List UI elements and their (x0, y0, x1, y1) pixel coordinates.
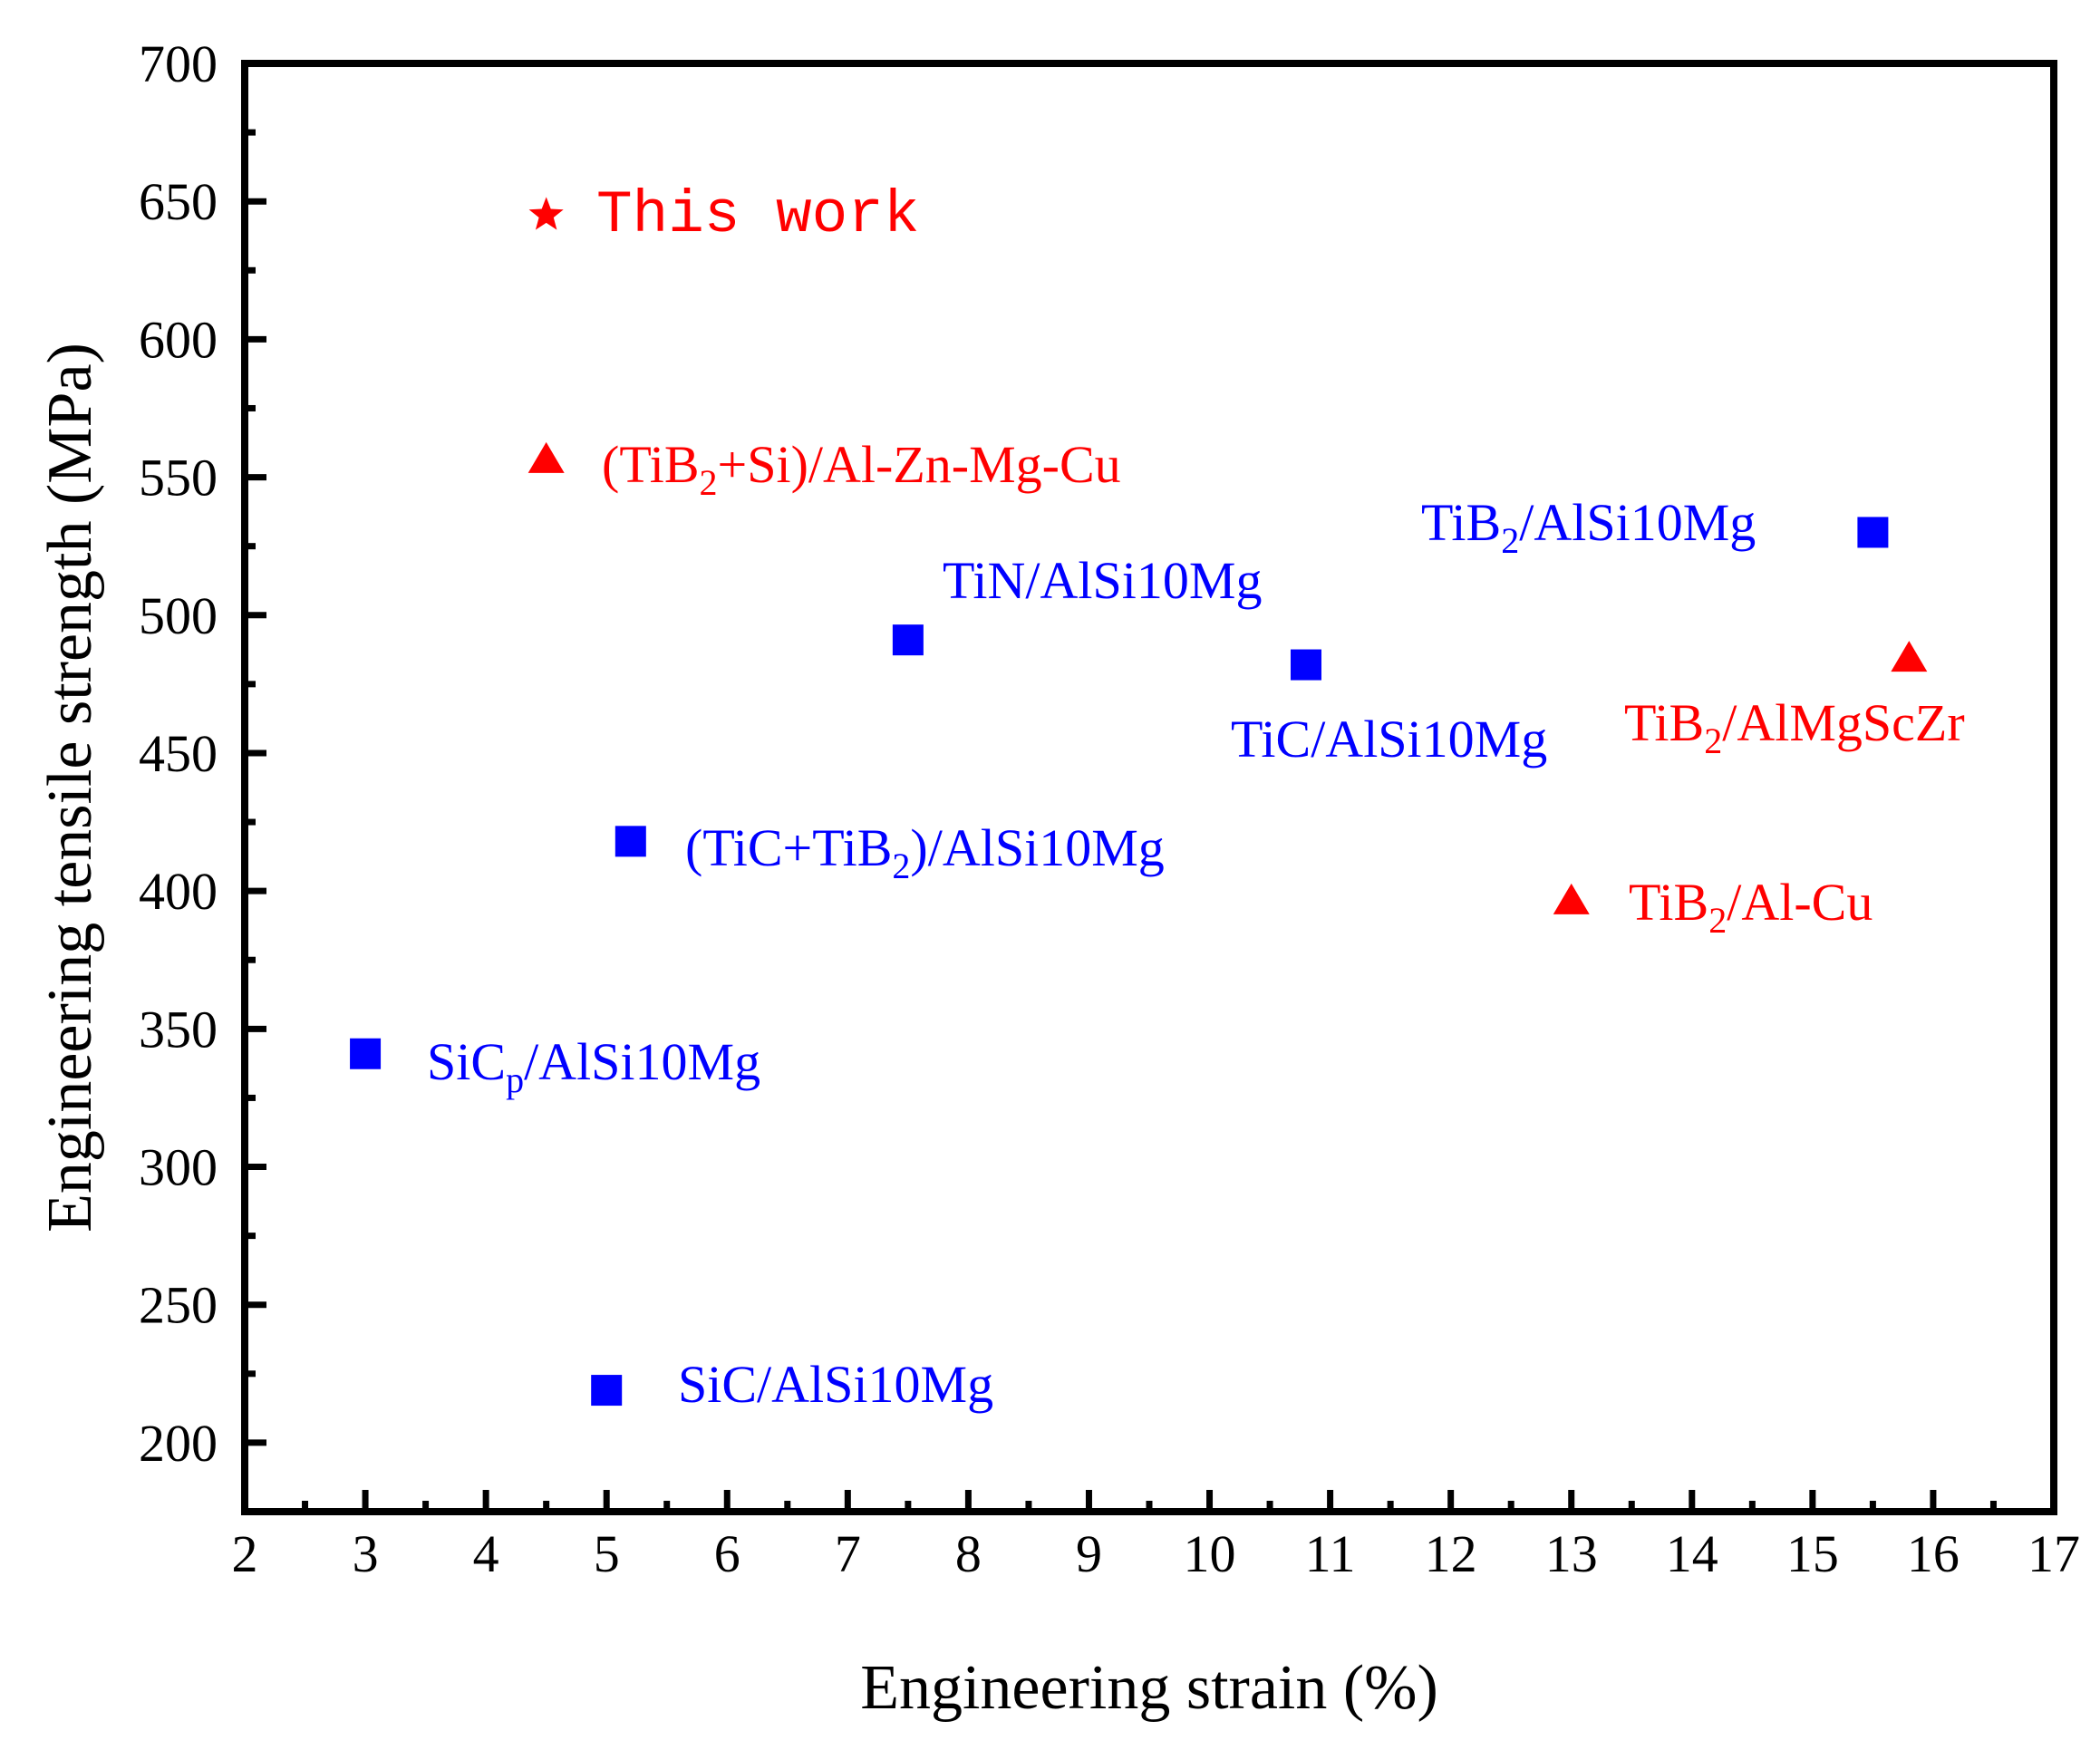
label-tic-alsi10mg: TiC/AlSi10Mg (1231, 710, 1547, 769)
points-layer (350, 197, 1928, 1407)
labels-layer: This work (TiB2+Si)/Al-Zn-Mg-Cu TiB2/AlS… (427, 181, 1965, 1414)
y-tick-label: 700 (139, 34, 218, 93)
y-axis-title: Engineering tensile strength (MPa) (35, 343, 105, 1233)
label-sicp-alsi10mg: SiCp/AlSi10Mg (427, 1032, 760, 1100)
label-sic-alsi10mg: SiC/AlSi10Mg (678, 1355, 993, 1414)
point-tib2-si-al-zn-mg-cu (527, 441, 565, 473)
point-tin-alsi10mg (892, 624, 924, 656)
label-tin-alsi10mg: TiN/AlSi10Mg (943, 551, 1262, 610)
y-tick-label: 200 (139, 1414, 218, 1473)
label-tic-tib2-alsi10mg: (TiC+TiB2)/AlSi10Mg (685, 818, 1165, 886)
y-tick-label: 600 (139, 310, 218, 369)
x-tick-label: 10 (1184, 1524, 1236, 1583)
x-tick-label: 4 (473, 1524, 499, 1583)
x-tick-label: 2 (232, 1524, 258, 1583)
plot-frame (241, 60, 2057, 1515)
point-tib2-al-cu (1553, 883, 1590, 914)
x-tick-label: 12 (1425, 1524, 1477, 1583)
x-tick-label: 16 (1907, 1524, 1960, 1583)
point-tic-tib2-alsi10mg (615, 826, 646, 857)
y-tick-label: 550 (139, 449, 218, 508)
y-tick-label: 250 (139, 1276, 218, 1335)
y-tick-label: 300 (139, 1138, 218, 1197)
x-tick-label: 6 (714, 1524, 740, 1583)
label-tib2-si-al-zn-mg-cu: (TiB2+Si)/Al-Zn-Mg-Cu (602, 435, 1121, 503)
x-tick-label: 8 (955, 1524, 982, 1583)
point-this-work (528, 197, 564, 230)
x-tick-label: 5 (594, 1524, 620, 1583)
point-tib2-alsi10mg (1857, 517, 1889, 548)
ticks-layer: 2 3 4 5 6 7 8 9 10 11 12 13 14 15 16 17 200 250 300 350 400 4… (139, 34, 2080, 1583)
y-tick-label: 650 (139, 172, 218, 231)
point-sic-alsi10mg (591, 1375, 623, 1407)
x-tick-label: 9 (1076, 1524, 1102, 1583)
y-tick-label: 500 (139, 586, 218, 645)
x-tick-label: 14 (1666, 1524, 1718, 1583)
x-tick-label: 15 (1786, 1524, 1839, 1583)
x-tick-label: 11 (1305, 1524, 1356, 1583)
y-tick-label: 400 (139, 862, 218, 921)
x-tick-label: 17 (2027, 1524, 2080, 1583)
label-this-work: This work (596, 181, 919, 249)
label-tib2-alsi10mg: TiB2/AlSi10Mg (1421, 493, 1756, 561)
label-tib2-almgsczr: TiB2/AlMgScZr (1624, 693, 1965, 761)
x-tick-label: 13 (1545, 1524, 1598, 1583)
x-tick-label: 7 (835, 1524, 861, 1583)
point-tib2-almgsczr (1891, 641, 1928, 672)
x-axis-title: Engineering strain (%) (860, 1653, 1438, 1723)
x-tick-label: 3 (353, 1524, 379, 1583)
y-tick-label: 450 (139, 724, 218, 783)
point-tic-alsi10mg (1290, 649, 1321, 681)
label-tib2-al-cu: TiB2/Al-Cu (1629, 873, 1873, 941)
point-sicp-alsi10mg (350, 1038, 382, 1069)
y-tick-label: 350 (139, 1000, 218, 1059)
